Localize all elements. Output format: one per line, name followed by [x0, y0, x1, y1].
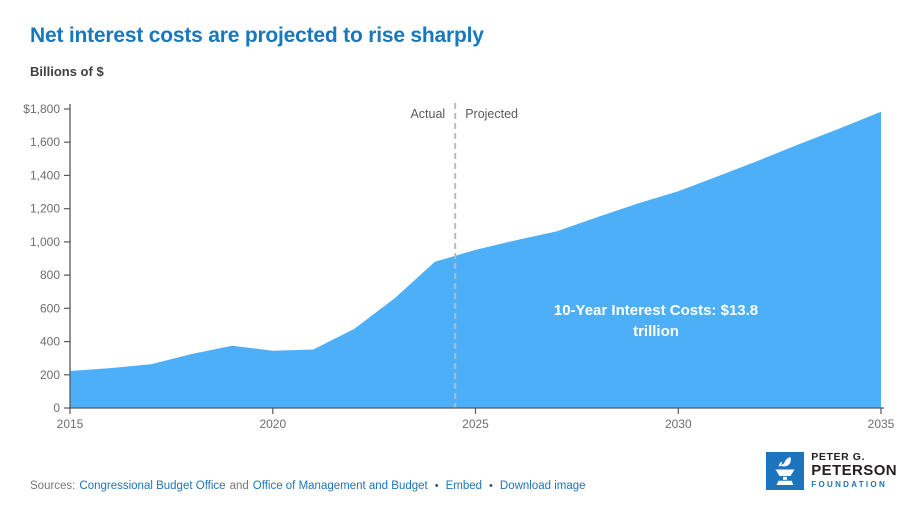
annotation-text-line1: 10-Year Interest Costs: $13.8: [554, 302, 758, 319]
y-axis-tick-label: $1,800: [23, 102, 60, 116]
bullet-separator: •: [489, 480, 493, 492]
source-link-omb[interactable]: Office of Management and Budget: [252, 480, 428, 492]
actual-label: Actual: [410, 107, 445, 121]
x-axis-tick-label: 2015: [57, 417, 84, 431]
sources-label: Sources:: [30, 480, 76, 492]
y-axis-tick-label: 400: [40, 335, 60, 349]
bullet-separator: •: [434, 480, 439, 492]
annotation-text-line2: trillion: [633, 323, 679, 340]
source-link-cbo[interactable]: Congressional Budget Office: [79, 480, 226, 492]
projected-label: Projected: [465, 107, 518, 121]
x-axis-tick-label: 2030: [665, 417, 692, 431]
y-axis-tick-label: 0: [53, 401, 60, 415]
download-image-link[interactable]: Download image: [499, 480, 586, 492]
x-axis-tick-label: 2035: [868, 417, 895, 431]
sources-line: Sources: Congressional Budget Office and…: [30, 480, 586, 492]
logo-line-peterson: PETERSON: [811, 462, 897, 479]
y-axis-tick-label: 200: [40, 368, 60, 382]
logo-text: PETER G. PETERSON FOUNDATION: [811, 451, 897, 490]
y-axis-tick-label: 1,200: [30, 202, 60, 216]
area-series: [70, 111, 881, 408]
logo-line-peter-g: PETER G.: [811, 451, 866, 463]
x-axis-tick-label: 2025: [462, 417, 489, 431]
logo-line-foundation: FOUNDATION: [811, 480, 888, 489]
torch-icon: [766, 451, 805, 490]
y-axis-tick-label: 1,600: [30, 135, 60, 149]
embed-link[interactable]: Embed: [445, 480, 483, 492]
y-axis-tick-label: 800: [40, 268, 60, 282]
y-axis-tick-label: 1,400: [30, 168, 60, 182]
y-axis-units-label: Billions of $: [30, 64, 104, 79]
peterson-foundation-logo: PETER G. PETERSON FOUNDATION: [766, 451, 897, 490]
y-axis-tick-label: 1,000: [30, 235, 60, 249]
area-chart-svg: 0 200 400 600 800 1,000 1,200 1,400 1,600 $1,800 2…: [23, 102, 895, 431]
x-axis-tick-label: 2020: [259, 417, 286, 431]
sources-and-text: and: [229, 480, 249, 492]
page-title: Net interest costs are projected to rise…: [30, 24, 484, 47]
y-axis-tick-label: 600: [40, 301, 60, 315]
area-chart: 0 200 400 600 800 1,000 1,200 1,400 1,600 $1,800 2…: [0, 95, 905, 445]
